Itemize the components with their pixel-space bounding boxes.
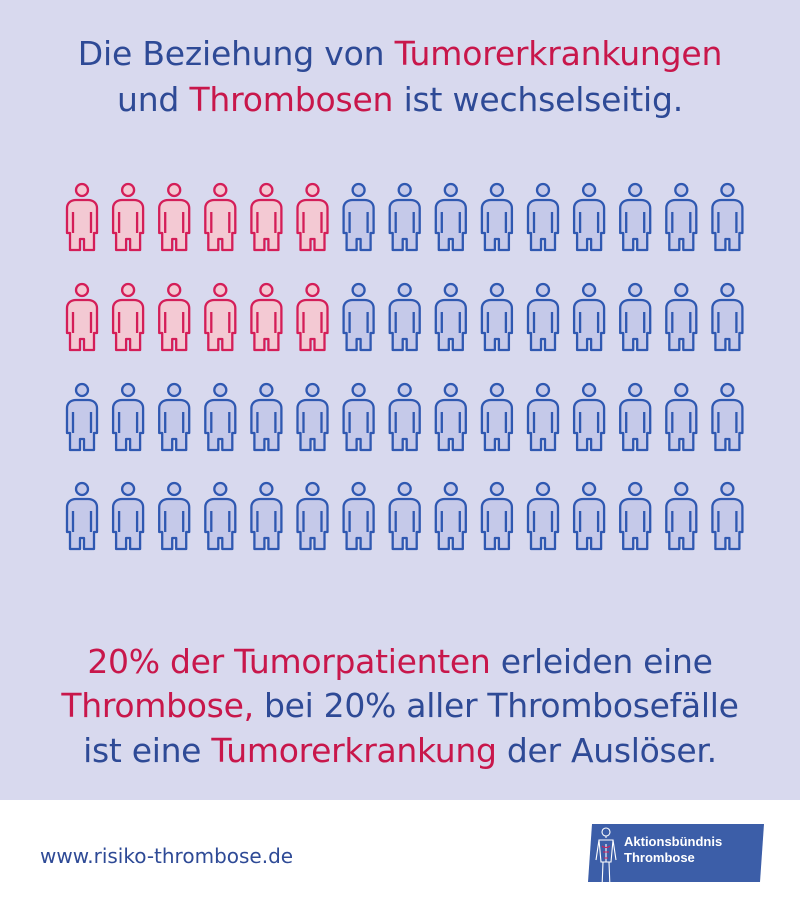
person-icon <box>65 382 99 452</box>
person-icon <box>388 481 421 551</box>
person-icon <box>665 182 698 252</box>
caption-highlight: Tumorerkrankung <box>211 731 497 770</box>
person-icon <box>572 481 606 551</box>
person-icon <box>296 382 329 452</box>
person-icon <box>526 481 560 551</box>
person-icon <box>711 481 744 551</box>
person-icon <box>619 481 652 551</box>
person-icon <box>480 282 514 352</box>
human-body-icon <box>595 827 617 889</box>
person-icon <box>480 382 514 452</box>
person-icon <box>572 382 606 452</box>
caption-line-3: ist eine Tumorerkrankung der Auslöser. <box>0 731 800 771</box>
title-line-2: und Thrombosen ist wechselseitig. <box>0 80 800 120</box>
infographic: Die Beziehung von Tumorerkrankungen und … <box>0 0 800 800</box>
person-icon <box>388 382 421 452</box>
person-icon-highlighted <box>111 282 145 352</box>
person-icon <box>619 182 652 252</box>
person-icon-highlighted <box>296 182 329 252</box>
logo-line-2: Thrombose <box>624 850 695 865</box>
person-icon <box>434 481 467 551</box>
person-icon-highlighted <box>158 182 191 252</box>
person-icon <box>572 182 606 252</box>
person-icon <box>434 282 467 352</box>
person-icon-highlighted <box>204 282 237 352</box>
person-icon <box>480 182 514 252</box>
person-icon <box>665 282 698 352</box>
person-icon <box>480 481 514 551</box>
person-icon <box>619 282 652 352</box>
title-text: und <box>117 80 190 119</box>
person-icon <box>158 481 191 551</box>
person-icon <box>111 382 145 452</box>
logo-line-1: Aktionsbündnis <box>624 834 723 849</box>
person-icon <box>665 382 698 452</box>
person-icon <box>434 382 467 452</box>
person-icon <box>665 481 698 551</box>
person-icon <box>65 481 99 551</box>
person-icon <box>204 382 237 452</box>
person-icon <box>526 282 560 352</box>
title-line-1: Die Beziehung von Tumorerkrankungen <box>0 34 800 74</box>
title-highlight: Tumorerkrankungen <box>394 34 723 73</box>
person-icon <box>342 382 375 452</box>
footer: www.risiko-thrombose.de Aktionsbündnis T… <box>0 800 800 914</box>
aktionsbuendnis-thrombose-logo <box>588 824 764 889</box>
person-icon-highlighted <box>204 182 237 252</box>
title-text: ist wechselseitig. <box>393 80 684 119</box>
person-icon <box>711 182 744 252</box>
person-icon-highlighted <box>250 182 283 252</box>
website-link[interactable]: www.risiko-thrombose.de <box>40 844 294 868</box>
person-icon <box>526 182 560 252</box>
person-icon-highlighted <box>296 282 329 352</box>
person-icon <box>342 481 375 551</box>
caption-line-1: 20% der Tumorpatienten erleiden eine <box>0 642 800 682</box>
title-highlight: Thrombosen <box>189 80 394 119</box>
person-icon <box>388 282 421 352</box>
person-icon <box>526 382 560 452</box>
person-icon <box>158 382 191 452</box>
title-text: Die Beziehung von <box>77 34 395 73</box>
person-icon <box>204 481 237 551</box>
person-icon <box>296 481 329 551</box>
person-icon <box>572 282 606 352</box>
caption-text: erleiden eine <box>490 642 713 681</box>
person-icon <box>250 382 283 452</box>
people-grid <box>65 182 744 551</box>
person-icon-highlighted <box>158 282 191 352</box>
caption-highlight: 20% der Tumorpatienten <box>87 642 491 681</box>
person-icon-highlighted <box>111 182 145 252</box>
person-icon-highlighted <box>250 282 283 352</box>
person-icon <box>711 282 744 352</box>
person-icon <box>711 382 744 452</box>
person-icon <box>434 182 467 252</box>
person-icon <box>342 282 375 352</box>
person-icon <box>619 382 652 452</box>
person-icon-highlighted <box>65 282 99 352</box>
person-icon <box>388 182 421 252</box>
caption-line-2: Thrombose, bei 20% aller Thrombosefälle <box>0 686 800 726</box>
logo-text: Aktionsbündnis Thrombose <box>624 834 722 866</box>
person-icon <box>342 182 375 252</box>
person-icon <box>250 481 283 551</box>
person-icon <box>111 481 145 551</box>
caption-highlight: Thrombose, <box>61 686 254 725</box>
person-icon-highlighted <box>65 182 99 252</box>
caption-text: der Auslöser. <box>496 731 717 770</box>
caption-text: ist eine <box>83 731 212 770</box>
caption-text: bei 20% aller Thrombosefälle <box>253 686 739 725</box>
